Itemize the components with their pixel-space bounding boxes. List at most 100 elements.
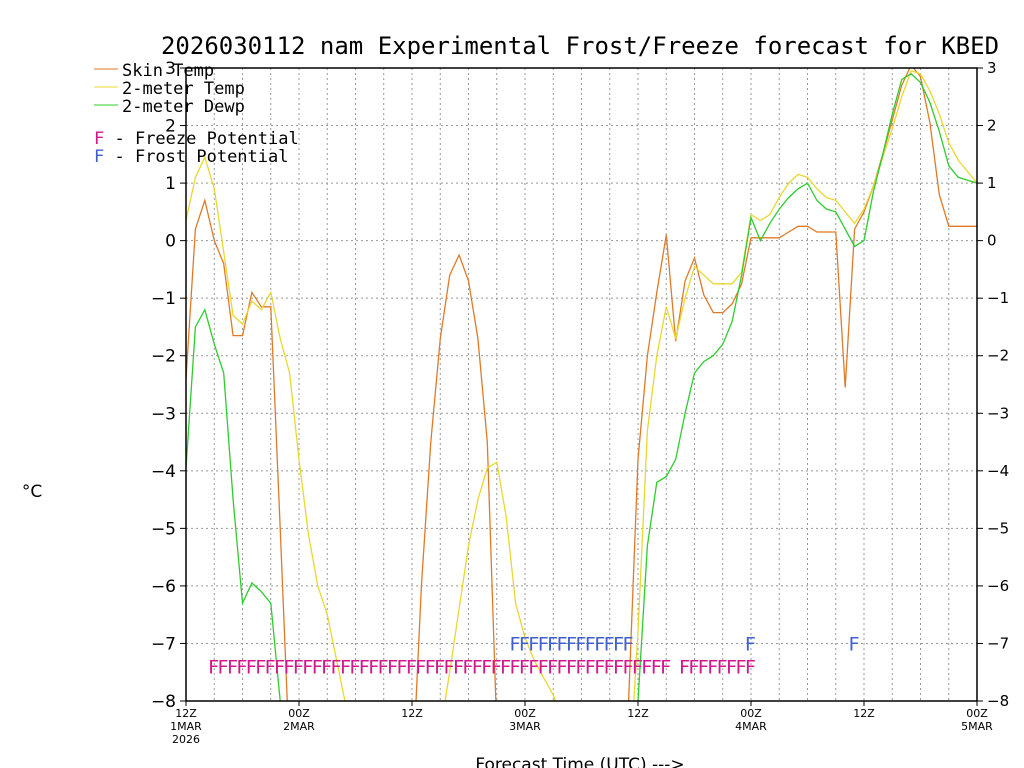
freeze-flag: F <box>481 656 492 678</box>
legend: Skin Temp 2-meter Temp 2-meter Dewp F - … <box>94 61 299 167</box>
freeze-flag: F <box>274 656 285 678</box>
freeze-flag: F <box>444 656 455 678</box>
freeze-flag: F <box>368 656 379 678</box>
freeze-flag: F <box>604 656 615 678</box>
freeze-flag: F <box>237 656 248 678</box>
series-line-1 <box>186 70 977 701</box>
y-tick-label: 2 <box>165 117 176 137</box>
freeze-flag: F <box>557 656 568 678</box>
freeze-flag: F <box>585 656 596 678</box>
freeze-flag: F <box>707 656 718 678</box>
freeze-flag: F <box>208 656 219 678</box>
y-tick-label-right: −5 <box>987 519 1009 537</box>
y-tick-label: −5 <box>151 519 176 539</box>
x-tick-label: 00Z <box>966 707 988 720</box>
frost-flag: F <box>604 633 615 655</box>
frost-flag: F <box>538 633 549 655</box>
freeze-flag: F <box>397 656 408 678</box>
x-tick-label: 12Z <box>853 707 875 720</box>
frost-flag: F <box>623 633 634 655</box>
freeze-flag: F <box>500 656 511 678</box>
freeze-flag: F <box>453 656 464 678</box>
x-tick-date: 3MAR <box>509 720 541 733</box>
series-lines <box>186 68 977 701</box>
x-tick-date: 2MAR <box>283 720 315 733</box>
y-tick-label: −7 <box>151 634 176 654</box>
series-line-2 <box>186 72 977 701</box>
freeze-flag: F <box>566 656 577 678</box>
y-tick-label: 1 <box>165 174 176 194</box>
freeze-flag: F <box>246 656 257 678</box>
freeze-flag: F <box>340 656 351 678</box>
freeze-flag: F <box>679 656 690 678</box>
y-tick-label-right: −4 <box>987 462 1009 480</box>
y-tick-label: −3 <box>151 404 176 424</box>
x-tick-label: 12Z <box>401 707 423 720</box>
frost-flag: F <box>849 633 860 655</box>
freeze-flag: F <box>265 656 276 678</box>
freeze-flag: F <box>594 656 605 678</box>
freeze-flag: F <box>255 656 266 678</box>
frost-flag: F <box>557 633 568 655</box>
chart-title: 2026030112 nam Experimental Frost/Freeze… <box>161 32 999 60</box>
freeze-flag: F <box>528 656 539 678</box>
freeze-flag: F <box>406 656 417 678</box>
freeze-flag: F <box>576 656 587 678</box>
x-axis-label: Forecast Time (UTC) ---> <box>475 755 684 768</box>
freeze-flag: F <box>472 656 483 678</box>
frost-flag: F <box>576 633 587 655</box>
freeze-flag: F <box>538 656 549 678</box>
x-tick-year: 2026 <box>172 733 200 746</box>
freeze-flag: F <box>510 656 521 678</box>
y-tick-label: −6 <box>151 577 176 597</box>
freeze-flag: F <box>378 656 389 678</box>
freeze-flag: F <box>632 656 643 678</box>
y-tick-label-right: −3 <box>987 404 1009 422</box>
freeze-flag: F <box>218 656 229 678</box>
frost-flag: F <box>510 633 521 655</box>
freeze-flag: F <box>736 656 747 678</box>
freeze-flag: F <box>547 656 558 678</box>
freeze-flag: F <box>359 656 370 678</box>
freeze-flag: F <box>689 656 700 678</box>
freeze-flag: F <box>284 656 295 678</box>
legend-label-2m-temp: 2-meter Temp <box>122 79 245 99</box>
series-line-0 <box>186 68 977 701</box>
y-tick-label-right: −1 <box>987 289 1009 307</box>
freeze-flag: F <box>331 656 342 678</box>
y-tick-label-right: −6 <box>987 577 1009 595</box>
y-tick-label-right: 3 <box>987 59 997 77</box>
freeze-flag: F <box>660 656 671 678</box>
frost-symbol: F <box>94 147 104 167</box>
freeze-flag: F <box>312 656 323 678</box>
x-tick-label: 12Z <box>627 707 649 720</box>
freeze-symbol: F <box>94 129 104 149</box>
x-tick-label: 00Z <box>514 707 536 720</box>
frost-label: - Frost Potential <box>104 147 288 167</box>
freeze-flag: F <box>387 656 398 678</box>
frost-flag: F <box>594 633 605 655</box>
x-tick-label: 00Z <box>288 707 310 720</box>
freeze-flag: F <box>302 656 313 678</box>
freeze-flag: F <box>350 656 361 678</box>
freeze-flag: F <box>293 656 304 678</box>
freeze-flag: F <box>491 656 502 678</box>
freeze-flag: F <box>434 656 445 678</box>
x-tick-date: 4MAR <box>735 720 767 733</box>
legend-label-2m-dewp: 2-meter Dewp <box>122 97 245 117</box>
freeze-flag: F <box>745 656 756 678</box>
freeze-flag: F <box>623 656 634 678</box>
frost-flag: F <box>519 633 530 655</box>
freeze-flag: F <box>519 656 530 678</box>
freeze-flag: F <box>425 656 436 678</box>
y-tick-label: −8 <box>151 692 176 712</box>
y-tick-label-right: 0 <box>987 232 997 250</box>
x-tick-date: 5MAR <box>961 720 993 733</box>
freeze-flag: F <box>321 656 332 678</box>
y-tick-label-right: −7 <box>987 634 1009 652</box>
freeze-flag: F <box>227 656 238 678</box>
legend-freeze-potential: F - Freeze Potential <box>94 129 299 149</box>
legend-label-skin-temp: Skin Temp <box>122 61 214 81</box>
y-tick-label-right: −2 <box>987 347 1009 365</box>
y-tick-label-right: −8 <box>987 692 1009 710</box>
